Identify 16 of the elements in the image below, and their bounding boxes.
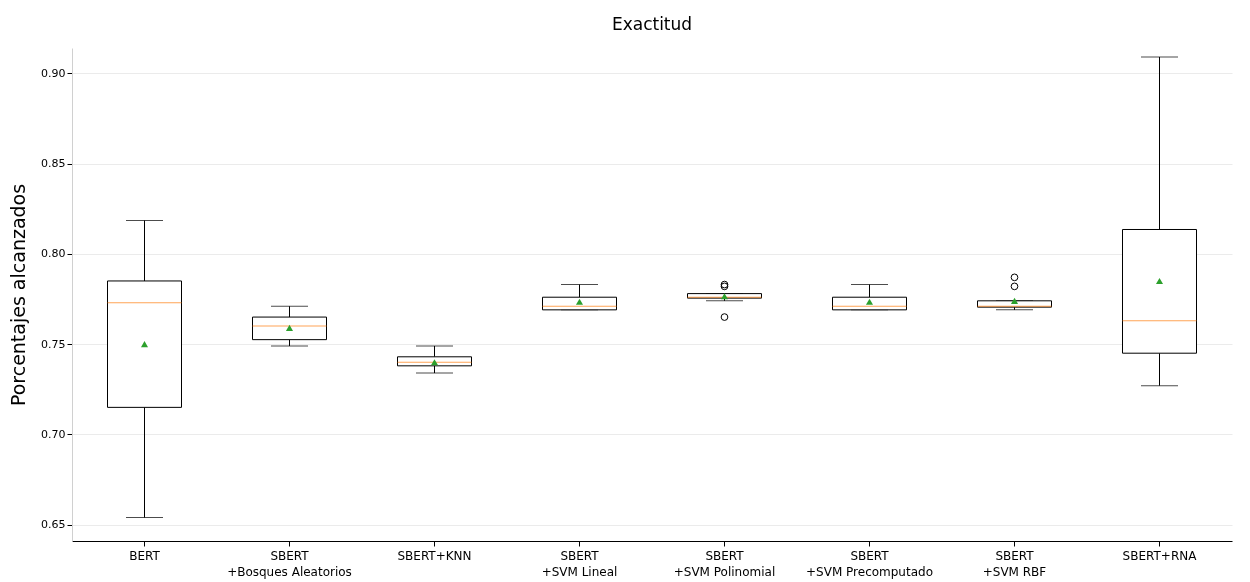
y-tick-label: 0.65: [41, 518, 66, 532]
y-tick-label: 0.90: [41, 66, 66, 80]
x-tick-label: SBERT +SVM Polinomial: [673, 548, 776, 579]
x-tick-label: SBERT +SVM RBF: [982, 548, 1047, 579]
x-tick-label: SBERT+RNA: [1122, 548, 1198, 563]
chart-title: Exactitud: [611, 14, 693, 34]
x-tick-label: SBERT+KNN: [397, 548, 472, 563]
y-tick-label: 0.70: [41, 427, 66, 441]
x-tick-label: SBERT +SVM Lineal: [541, 548, 618, 579]
y-tick-label: 0.80: [41, 247, 66, 261]
x-tick-label: SBERT +Bosques Aleatorios: [227, 548, 352, 579]
y-tick-label: 0.85: [41, 157, 66, 171]
x-tick-label: SBERT +SVM Precomputado: [806, 548, 933, 579]
y-tick-label: 0.75: [41, 337, 66, 351]
x-tick-label: BERT: [129, 548, 161, 563]
y-axis-title: Porcentajes alcanzados: [7, 183, 30, 407]
